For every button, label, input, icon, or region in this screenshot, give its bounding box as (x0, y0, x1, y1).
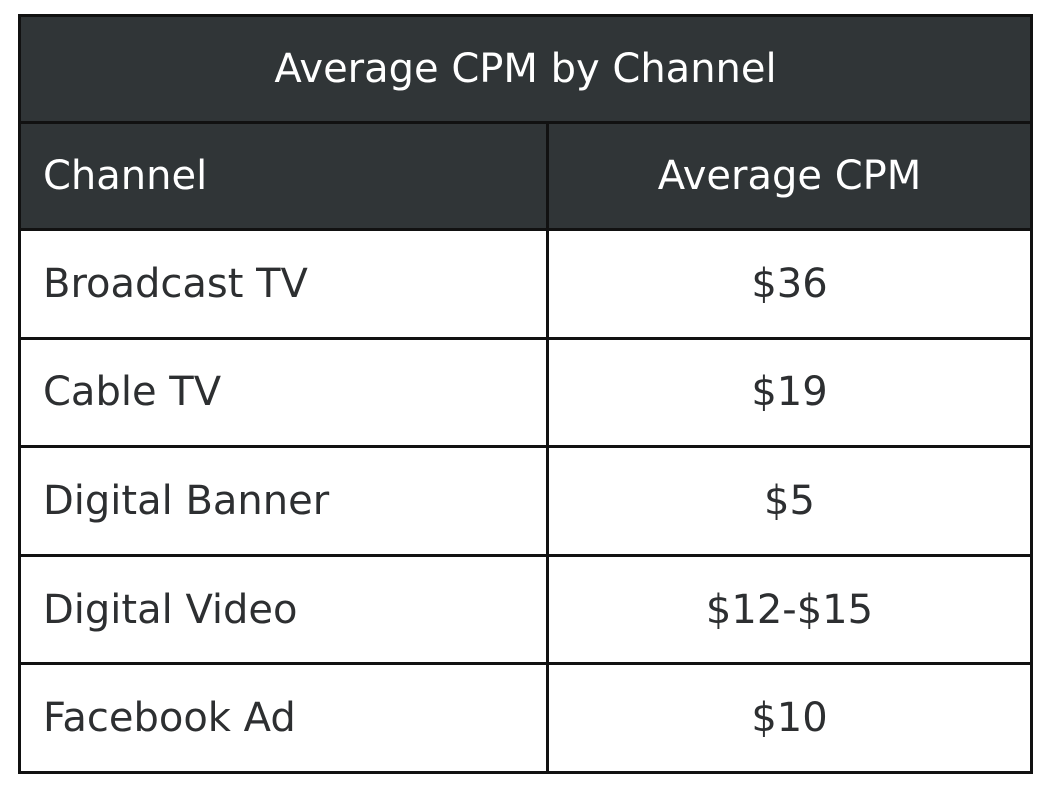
table-row: Broadcast TV $36 (18, 228, 1033, 340)
column-header-average-cpm: Average CPM (546, 121, 1033, 231)
column-header-channel: Channel (18, 121, 549, 231)
table-row: Digital Banner $5 (18, 445, 1033, 557)
cpm-cell: $36 (546, 228, 1033, 340)
table-row: Digital Video $12-$15 (18, 553, 1033, 666)
cpm-cell: $10 (546, 662, 1033, 774)
channel-cell: Digital Video (18, 553, 549, 666)
table-title-row: Average CPM by Channel (18, 14, 1033, 124)
cpm-table: Average CPM by Channel Channel Average C… (18, 14, 1033, 774)
table-title: Average CPM by Channel (18, 14, 1033, 124)
cpm-cell: $12-$15 (546, 553, 1033, 666)
channel-cell: Facebook Ad (18, 662, 549, 774)
channel-cell: Digital Banner (18, 445, 549, 557)
cpm-cell: $5 (546, 445, 1033, 557)
table-row: Cable TV $19 (18, 336, 1033, 449)
channel-cell: Cable TV (18, 336, 549, 449)
table-row: Facebook Ad $10 (18, 662, 1033, 774)
channel-cell: Broadcast TV (18, 228, 549, 340)
table-header-row: Channel Average CPM (18, 121, 1033, 231)
cpm-cell: $19 (546, 336, 1033, 449)
